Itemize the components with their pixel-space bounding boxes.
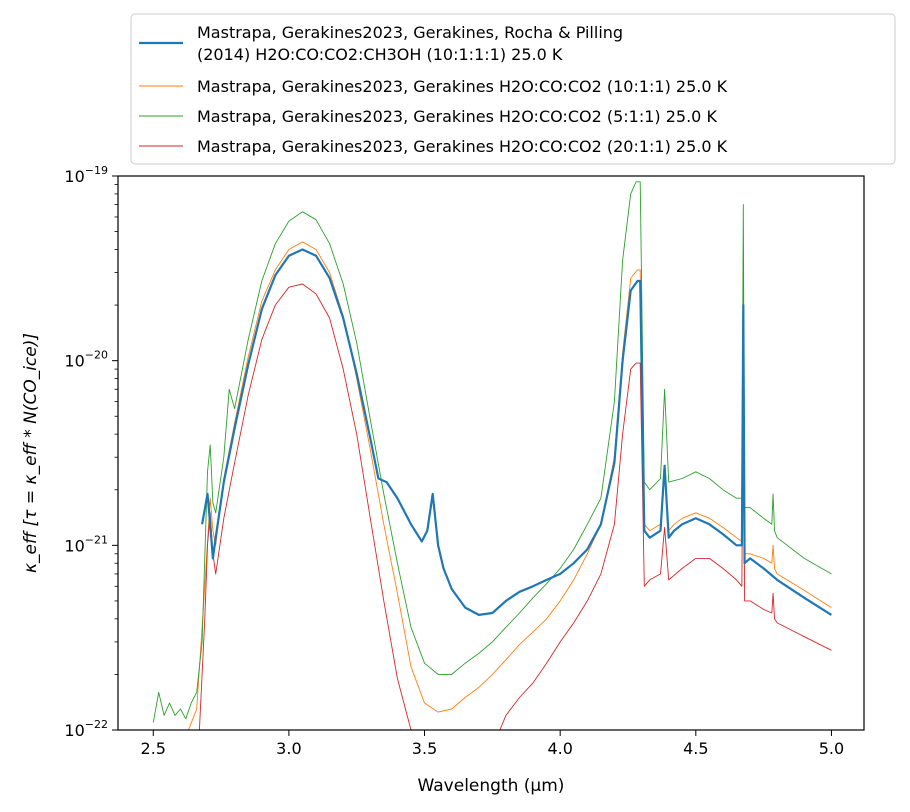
y-axis-label: κ_eff [τ = κ_eff * N(CO_ice)]: [21, 333, 41, 573]
x-tick-label: 4.0: [547, 739, 572, 758]
legend: Mastrapa, Gerakines2023, Gerakines, Roch…: [130, 13, 896, 165]
series-layer: [152, 181, 832, 730]
y-tick-base: 10: [64, 721, 84, 740]
legend-label-4: Mastrapa, Gerakines2023, Gerakines H2O:C…: [197, 137, 728, 156]
series-line-3: [152, 181, 832, 723]
legend-label-1: (2014) H2O:CO:CO2:CH3OH (10:1:1:1) 25.0 …: [197, 45, 563, 64]
series-line-1: [201, 248, 832, 616]
legend-label-2: Mastrapa, Gerakines2023, Gerakines H2O:C…: [197, 77, 728, 96]
x-tick-label: 4.5: [683, 739, 708, 758]
legend-box: [130, 13, 896, 165]
y-tick-exponent: −22: [85, 718, 108, 731]
y-tick-exponent: −20: [85, 349, 108, 362]
x-tick-label: 3.5: [412, 739, 437, 758]
x-axis: 2.5 3.0 3.5 4.0 4.5 5.0: [141, 730, 844, 758]
legend-label-1: Mastrapa, Gerakines2023, Gerakines, Roch…: [197, 23, 623, 42]
y-tick-base: 10: [64, 352, 84, 371]
plot-area: [118, 176, 864, 730]
y-tick-label: 10−20: [64, 349, 108, 371]
x-tick-label: 5.0: [819, 739, 844, 758]
y-tick-label: 10−19: [64, 164, 108, 186]
x-tick-label: 2.5: [141, 739, 166, 758]
x-axis-label: Wavelength (μm): [418, 776, 565, 796]
y-tick-label: 10−22: [64, 718, 108, 740]
y-tick-label: 10−21: [64, 533, 108, 555]
y-tick-base: 10: [64, 536, 84, 555]
y-tick-exponent: −19: [85, 164, 108, 177]
plot-frame: [117, 175, 865, 731]
legend-label-3: Mastrapa, Gerakines2023, Gerakines H2O:C…: [197, 107, 717, 126]
y-tick-base: 10: [64, 167, 84, 186]
x-tick-label: 3.0: [276, 739, 301, 758]
y-tick-exponent: −21: [85, 533, 108, 546]
